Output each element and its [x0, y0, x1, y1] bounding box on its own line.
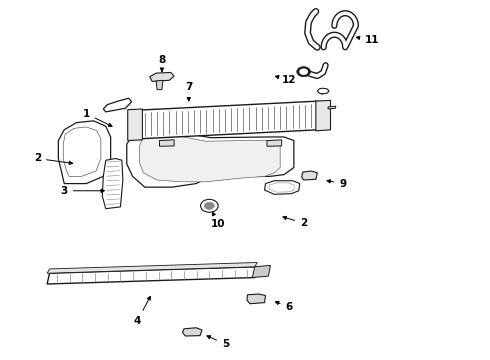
Text: 1: 1: [83, 109, 112, 126]
Polygon shape: [102, 158, 123, 209]
Text: 5: 5: [207, 336, 229, 349]
Polygon shape: [128, 109, 143, 140]
Polygon shape: [247, 294, 266, 304]
Polygon shape: [267, 140, 282, 146]
Polygon shape: [328, 106, 336, 109]
Text: 7: 7: [185, 82, 193, 101]
Circle shape: [299, 68, 308, 75]
Polygon shape: [159, 140, 174, 146]
Polygon shape: [47, 262, 257, 273]
Polygon shape: [302, 171, 318, 180]
Text: 6: 6: [275, 301, 293, 312]
Circle shape: [204, 202, 214, 210]
Text: 10: 10: [211, 212, 225, 229]
Polygon shape: [269, 183, 294, 192]
Text: 3: 3: [61, 186, 104, 196]
Polygon shape: [150, 72, 174, 81]
Polygon shape: [47, 267, 257, 284]
Polygon shape: [316, 100, 331, 131]
Text: 4: 4: [134, 296, 150, 325]
Polygon shape: [103, 98, 132, 112]
Circle shape: [297, 67, 311, 77]
Text: 8: 8: [158, 55, 166, 71]
Polygon shape: [265, 181, 300, 194]
Text: 2: 2: [283, 216, 307, 228]
Polygon shape: [58, 121, 111, 184]
Polygon shape: [140, 134, 280, 182]
Polygon shape: [63, 127, 101, 176]
Polygon shape: [127, 130, 294, 187]
Text: 9: 9: [327, 179, 346, 189]
Polygon shape: [156, 80, 163, 90]
Polygon shape: [182, 328, 202, 336]
Text: 11: 11: [356, 35, 379, 45]
Polygon shape: [252, 265, 270, 278]
Polygon shape: [140, 101, 318, 139]
Text: 12: 12: [275, 75, 296, 85]
Text: 2: 2: [34, 153, 73, 165]
